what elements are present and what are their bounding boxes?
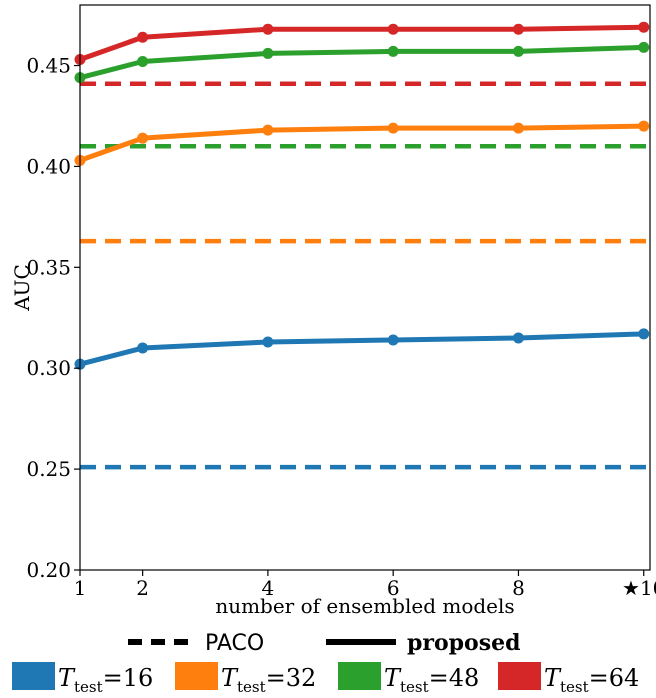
y-tick-label-2: 0.25 (26, 457, 71, 481)
proposed-point-2-4 (387, 122, 399, 134)
proposed-point-2-2 (137, 132, 149, 144)
legend-proposed-label: proposed (407, 630, 520, 656)
proposed-line-2 (79, 123, 644, 163)
proposed-point-3-3 (262, 47, 274, 59)
proposed-point-4-2 (137, 31, 149, 43)
proposed-point-3-6 (638, 41, 650, 53)
legend-line-style: PACO proposed (128, 630, 520, 656)
legend-label-1: Ttest=16 (58, 664, 153, 696)
legend-swatch-3 (338, 662, 381, 690)
proposed-point-3-5 (512, 45, 524, 57)
legend-swatch-2 (175, 662, 218, 690)
proposed-line-3 (79, 44, 644, 81)
x-tick-label-3: 4 (262, 576, 275, 600)
plot-area (74, 21, 650, 470)
legend-swatch-4 (498, 662, 541, 690)
axis-ticks: 0.20 0.25 0.30 0.35 0.40 0.45 1 2 4 6 8 ★10 (26, 54, 656, 600)
y-tick-label-4: 0.35 (26, 255, 71, 279)
proposed-point-1-4 (387, 334, 399, 346)
y-tick-label-6: 0.45 (26, 54, 71, 78)
proposed-point-1-3 (262, 336, 274, 348)
y-tick-label-1: 0.20 (26, 558, 71, 582)
legend-paco-label: PACO (205, 631, 264, 656)
proposed-line-1 (79, 331, 644, 367)
x-tick-label-2: 2 (136, 576, 149, 600)
legend-swatch-1 (12, 662, 55, 690)
x-tick-label-1: 1 (74, 576, 87, 600)
proposed-point-4-4 (387, 23, 399, 35)
proposed-line-4 (79, 24, 644, 62)
proposed-point-2-3 (262, 124, 274, 136)
proposed-point-1-6 (638, 328, 650, 340)
y-tick-label-5: 0.40 (26, 154, 71, 178)
proposed-point-2-5 (512, 122, 524, 134)
legend-label-2: Ttest=32 (221, 664, 316, 696)
proposed-point-1-2 (137, 342, 149, 354)
x-tick-label-4: 6 (387, 576, 400, 600)
x-axis-label: number of ensembled models (215, 594, 514, 618)
proposed-point-4-6 (638, 21, 650, 33)
x-tick-label-5: 8 (512, 576, 525, 600)
x-tick-label-6: ★10 (622, 576, 656, 600)
axes-frame (79, 4, 651, 571)
proposed-point-1-5 (512, 332, 524, 344)
proposed-point-4-3 (262, 23, 274, 35)
proposed-point-4-5 (512, 23, 524, 35)
legend-label-3: Ttest=48 (384, 664, 479, 696)
legend-series: Ttest=16 Ttest=32 Ttest=48 Ttest=64 (12, 662, 639, 696)
proposed-point-2-6 (638, 120, 650, 132)
legend-label-4: Ttest=64 (544, 664, 639, 696)
proposed-point-3-2 (137, 56, 149, 67)
proposed-point-3-4 (387, 45, 399, 57)
y-tick-label-3: 0.30 (26, 356, 71, 380)
y-axis-label: AUC (10, 264, 34, 312)
